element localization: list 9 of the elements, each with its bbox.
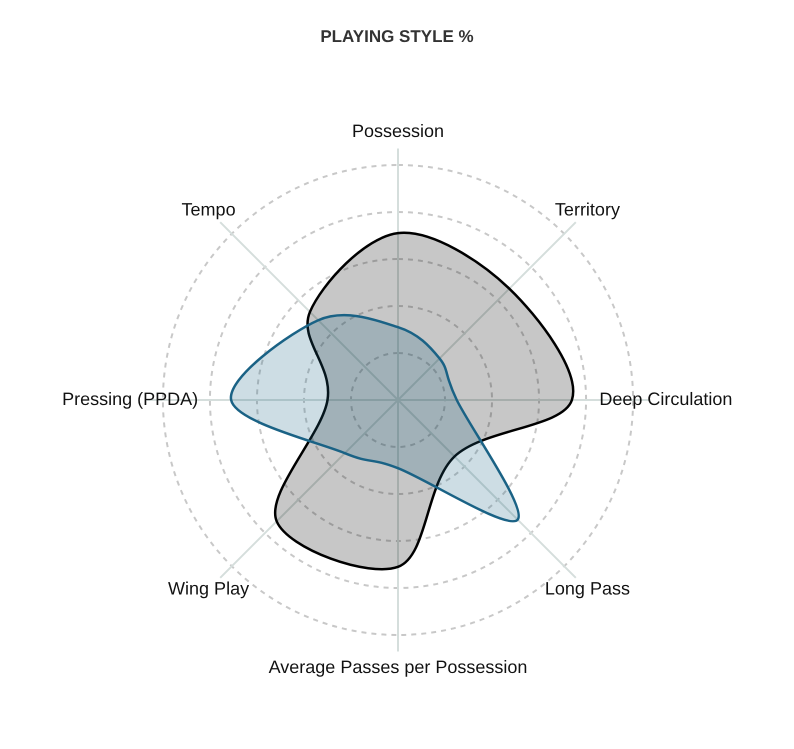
spoke-label: Wing Play [168,578,250,598]
spoke-label: Average Passes per Possession [268,656,528,677]
spoke-label: Deep Circulation [599,389,732,409]
spoke-label: Tempo [182,200,236,220]
spoke-label: Pressing (PPDA) [62,389,198,409]
spoke-label: Long Pass [544,578,630,598]
spoke-label: Territory [554,200,620,220]
spoke-label: Possession [352,121,444,142]
chart-title: PLAYING STYLE % [320,27,474,46]
